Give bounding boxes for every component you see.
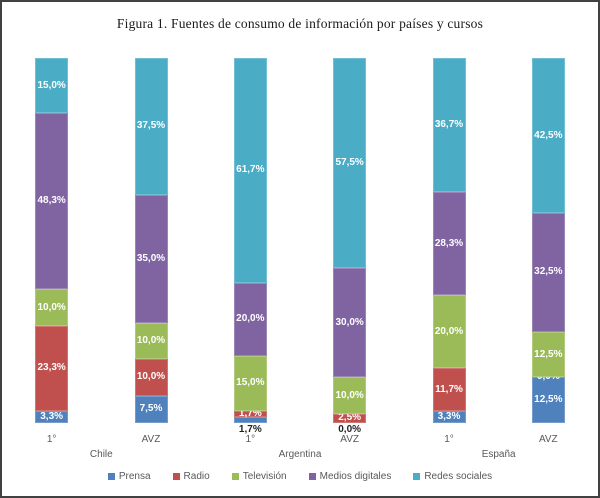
legend-label-radio: Radio: [183, 471, 210, 482]
bar-segment-redes-sociales: [531, 58, 565, 214]
bar-segment-medios-digitales: [134, 194, 168, 323]
bar-segment-redes-sociales: [35, 58, 69, 114]
legend-swatch-radio: [172, 473, 180, 480]
bar-segment-redes-sociales: [432, 58, 466, 192]
legend-swatch-redes-sociales: [413, 473, 421, 480]
bar-segment-television: [134, 322, 168, 360]
country-label: Argentina: [278, 449, 322, 460]
legend-label-redes-sociales: Redes sociales: [424, 471, 493, 482]
bar-segment-prensa: [134, 395, 168, 423]
bar-segment-radio: [233, 410, 267, 417]
legend-label-prensa: Prensa: [118, 471, 151, 482]
x-tick-label: AVZ: [141, 434, 161, 445]
bar-segment-prensa: [432, 410, 466, 423]
legend-label-medios-digitales: Medios digitales: [319, 471, 392, 482]
legend-swatch-prensa: [107, 473, 115, 480]
legend-item-prensa: Prensa: [107, 471, 151, 482]
bar-segment-prensa: [233, 416, 267, 423]
legend-label-television: Televisión: [242, 471, 287, 482]
bar-segment-medios-digitales: [333, 267, 367, 378]
legend-item-television: Televisión: [231, 471, 287, 482]
legend-item-radio: Radio: [172, 471, 210, 482]
bar-segment-redes-sociales: [134, 58, 168, 195]
bar-segment-medios-digitales: [35, 113, 69, 290]
bar-segment-television: [233, 355, 267, 411]
bar-segment-medios-digitales: [432, 191, 466, 296]
bar-segment-television: [531, 331, 565, 378]
legend: Prensa Radio Televisión Medios digitales Red…: [2, 471, 598, 482]
bar-segment-medios-digitales: [233, 282, 267, 356]
bar-segment-prensa: [35, 410, 69, 423]
chart-title: Figura 1. Fuentes de consumo de informac…: [116, 16, 484, 31]
x-tick-label: 1°: [444, 434, 454, 445]
bar-segment-prensa: [531, 377, 565, 423]
country-label: Chile: [89, 449, 113, 460]
bar-segment-television: [35, 289, 69, 326]
bar-segment-radio: [432, 368, 466, 411]
x-tick-label: AVZ: [340, 434, 360, 445]
bar-segment-medios-digitales: [531, 213, 565, 332]
bar-segment-radio: [134, 359, 168, 396]
bar-segment-radio: [333, 413, 367, 423]
bar-segment-television: [432, 295, 466, 369]
plot-area: 3,3% 23,3% 10,0% 48,3% 15,0% 1° 7,5% 10,0% 10,0%…: [2, 57, 598, 460]
x-tick-label: 1°: [46, 434, 57, 445]
legend-swatch-television: [231, 473, 239, 480]
legend-swatch-medios-digitales: [308, 473, 316, 480]
bar-segment-television: [333, 377, 367, 414]
x-tick-label: AVZ: [538, 434, 558, 445]
bar-segment-redes-sociales: [233, 57, 267, 283]
bar-segment-redes-sociales: [333, 58, 367, 268]
legend-item-medios-digitales: Medios digitales: [308, 471, 392, 482]
x-tick-label: 1°: [245, 434, 256, 445]
legend-item-redes-sociales: Redes sociales: [413, 471, 492, 482]
country-label: España: [481, 449, 516, 460]
bar-segment-radio: [35, 325, 69, 411]
